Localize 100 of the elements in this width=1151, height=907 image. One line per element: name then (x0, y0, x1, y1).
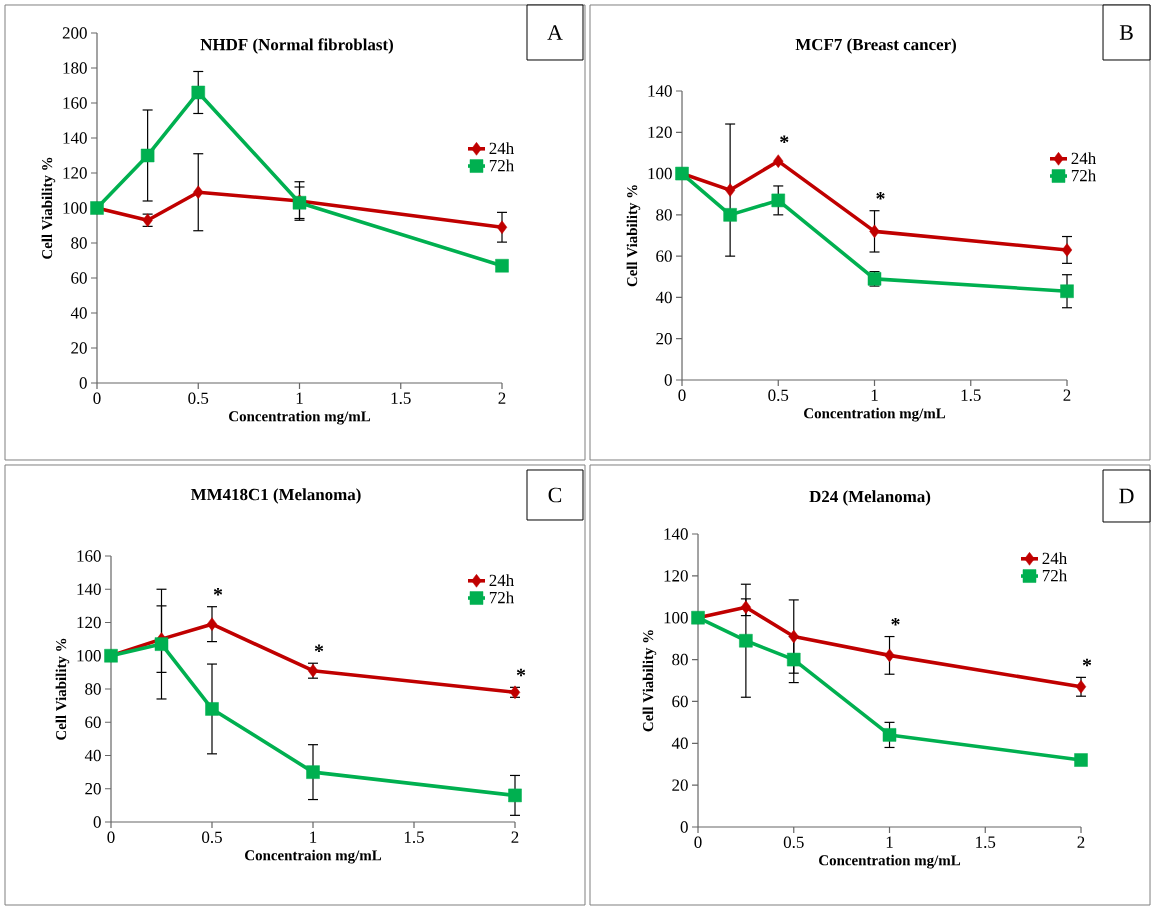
legend-label: 72h (489, 591, 514, 604)
annotation: * (1082, 658, 1092, 667)
annotation: * (516, 668, 526, 677)
y-tick-label: 120 (77, 616, 101, 629)
legend-label: 72h (1042, 569, 1067, 582)
y-tick-label: 200 (62, 27, 87, 39)
chart-title: MCF7 (Breast cancer) (795, 38, 956, 54)
text: B (1119, 25, 1133, 40)
point (882, 728, 897, 742)
y-tick-label: 100 (77, 650, 101, 662)
point (771, 193, 786, 208)
y-tick-label: 80 (672, 653, 688, 666)
annotation: * (891, 617, 900, 626)
point (154, 637, 169, 651)
point (508, 788, 522, 803)
point (495, 258, 509, 273)
y-tick-label: 20 (656, 332, 672, 345)
point (739, 633, 753, 648)
y-tick-label: 40 (655, 291, 672, 304)
legend-label: 24h (1071, 152, 1096, 164)
x-axis-title: Concentraion mg/mL (245, 849, 382, 864)
y-tick-label: 60 (656, 250, 672, 262)
x-tick-label: 1 (310, 831, 317, 843)
y-tick-label: 180 (63, 62, 87, 74)
x-tick-label: 0 (694, 836, 702, 848)
y-tick-label: 60 (85, 716, 101, 728)
y-tick-label: 60 (71, 272, 87, 284)
x-tick-label: 2 (1063, 389, 1071, 401)
chart-title: NHDF (Normal fibroblast) (200, 38, 393, 54)
x-tick-label: 1.5 (404, 831, 424, 843)
y-tick-label: 60 (672, 695, 688, 708)
annotation: * (876, 192, 885, 200)
x-tick-label: 0 (107, 831, 115, 843)
legend-label: 24h (1042, 552, 1067, 564)
y-tick-label: 100 (63, 202, 87, 214)
y-tick-label: 20 (85, 783, 101, 795)
y-tick-label: 20 (672, 779, 688, 791)
point (496, 220, 508, 234)
y-axis-title: Cell Viability % (642, 630, 657, 732)
x-tick-label: 0.5 (188, 392, 209, 405)
point (723, 208, 737, 222)
point (1060, 284, 1074, 298)
y-tick-label: 0 (680, 821, 688, 833)
legend-label: 24h (489, 142, 514, 154)
point (205, 702, 219, 716)
text: C (548, 487, 562, 503)
annotation: * (314, 644, 324, 653)
x-axis-title: Concentration mg/mL (819, 854, 961, 869)
x-tick-label: 1 (296, 392, 303, 404)
y-tick-label: 0 (93, 816, 101, 828)
legend-label: 72h (1071, 169, 1096, 182)
legend-label: 24h (489, 574, 514, 586)
x-tick-label: 1 (871, 389, 878, 401)
point (788, 629, 799, 644)
legend-label: 72h (489, 159, 514, 172)
y-tick-label: 40 (671, 737, 688, 749)
y-tick-label: 140 (77, 583, 101, 595)
annotation: * (780, 135, 789, 144)
y-tick-label: 100 (648, 167, 672, 180)
x-tick-label: 0.5 (768, 389, 789, 402)
point (725, 183, 736, 197)
y-axis-title: Cell Viability % (626, 185, 641, 287)
x-tick-label: 1.5 (976, 836, 996, 848)
point (306, 765, 320, 779)
x-tick-label: 2 (1077, 836, 1085, 848)
y-tick-label: 0 (664, 374, 672, 386)
point (206, 617, 218, 631)
text: A (547, 25, 563, 40)
y-tick-label: 80 (71, 237, 87, 249)
point (193, 185, 204, 199)
x-tick-label: 2 (511, 831, 519, 843)
y-tick-label: 20 (71, 342, 87, 354)
y-axis-title: Cell Viability % (41, 157, 56, 259)
y-tick-label: 80 (85, 683, 101, 695)
y-tick-label: 140 (648, 85, 672, 97)
annotation: * (213, 588, 223, 596)
text: D (1119, 488, 1134, 504)
point (191, 85, 205, 100)
point (1061, 243, 1073, 257)
point (773, 154, 784, 168)
x-tick-label: 1.5 (391, 392, 411, 404)
y-axis-title: Cell Viability % (55, 638, 70, 740)
x-axis-title: Concentration mg/mL (229, 410, 371, 425)
y-tick-label: 80 (656, 209, 672, 221)
x-tick-label: 2 (498, 392, 506, 404)
point (869, 224, 880, 239)
y-tick-label: 120 (63, 167, 87, 179)
x-axis-title: Concentration mg/mL (804, 407, 946, 422)
chart-title: MM418C1 (Melanoma) (190, 488, 361, 504)
chart-title: D24 (Melanoma) (809, 490, 931, 506)
y-tick-label: 160 (77, 550, 101, 562)
x-tick-label: 0.5 (202, 831, 222, 844)
point (1074, 753, 1088, 767)
y-tick-label: 40 (70, 307, 87, 319)
y-tick-label: 100 (664, 612, 688, 624)
y-tick-label: 0 (79, 377, 87, 389)
y-tick-label: 160 (63, 97, 87, 109)
point (787, 652, 801, 667)
x-tick-label: 1 (886, 836, 893, 848)
y-tick-label: 40 (84, 749, 101, 762)
